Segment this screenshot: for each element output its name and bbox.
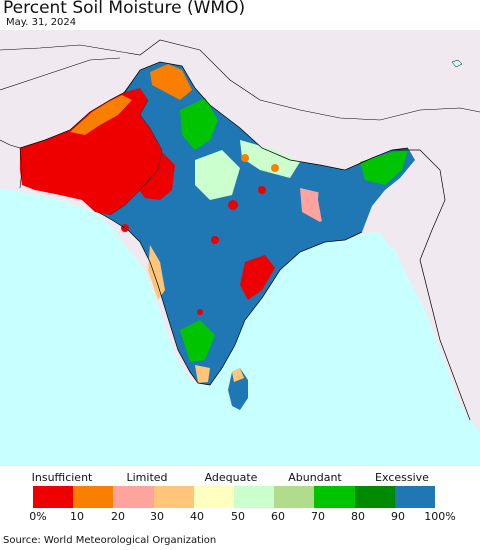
legend-swatch (33, 486, 74, 508)
legend-tick: 20 (111, 510, 125, 523)
legend-category-abundant: Abundant (288, 471, 342, 484)
legend-swatch (113, 486, 154, 508)
iran-border (0, 139, 23, 189)
legend-swatch (193, 486, 235, 508)
legend: Insufficient Limited Adequate Abundant E… (0, 466, 480, 528)
india-land (98, 62, 415, 385)
northeast-green (360, 150, 408, 185)
legend-tick: 70 (311, 510, 325, 523)
soil-moisture-map (0, 30, 480, 466)
dry-spot (211, 236, 219, 244)
legend-tick: 90 (391, 510, 405, 523)
legend-tick: 60 (271, 510, 285, 523)
legend-tick: 50 (231, 510, 245, 523)
legend-tick: 30 (150, 510, 164, 523)
west-coast-orange (148, 245, 165, 300)
legend-category-excessive: Excessive (375, 471, 429, 484)
central-asia-borders (0, 57, 121, 91)
bay-of-bengal (250, 232, 455, 440)
pakistan-india-border (109, 99, 163, 216)
dry-spot (258, 186, 266, 194)
south-tip-orange (195, 365, 210, 383)
dry-spot (197, 309, 203, 315)
dry-spot (228, 200, 238, 210)
northern-highlands-orange (150, 64, 192, 100)
ganges-light (240, 140, 300, 178)
sri-lanka (228, 368, 248, 410)
legend-category-adequate: Adequate (204, 471, 258, 484)
legend-tick: 40 (190, 510, 204, 523)
pakistan-dry-region (20, 88, 162, 215)
myanmar-border (392, 149, 471, 421)
sri-lanka-north (232, 368, 244, 382)
central-light-green (195, 150, 240, 200)
legend-swatch (73, 486, 114, 508)
small-island (451, 59, 463, 68)
india-coastline (97, 211, 363, 386)
legend-tick: 0% (29, 510, 47, 523)
legend-swatch (314, 486, 355, 508)
legend-swatch (153, 486, 194, 508)
legend-swatch (394, 486, 436, 508)
source-credit: Source: World Meteorological Organizatio… (3, 535, 217, 546)
legend-category-limited: Limited (126, 471, 168, 484)
country-borders (19, 61, 409, 171)
legend-color-bar (33, 486, 436, 508)
map-date: May. 31, 2024 (6, 17, 77, 28)
bangladesh (318, 170, 355, 228)
pakistan-orange-band (70, 95, 132, 135)
legend-swatch (234, 486, 275, 508)
rajasthan-red (135, 150, 175, 200)
legend-swatch (274, 486, 315, 508)
legend-swatch (354, 486, 395, 508)
east-coast-red (240, 255, 275, 300)
south-green (180, 320, 215, 362)
legend-tick: 80 (351, 510, 365, 523)
dry-spot (271, 164, 279, 172)
legend-tick: 100% (424, 510, 456, 523)
page-title: Percent Soil Moisture (WMO) (3, 0, 246, 18)
northern-borders (0, 39, 480, 121)
north-india-green (180, 98, 218, 150)
legend-category-insufficient: Insufficient (31, 471, 93, 484)
dry-spot (241, 154, 249, 162)
legend-tick: 10 (70, 510, 84, 523)
